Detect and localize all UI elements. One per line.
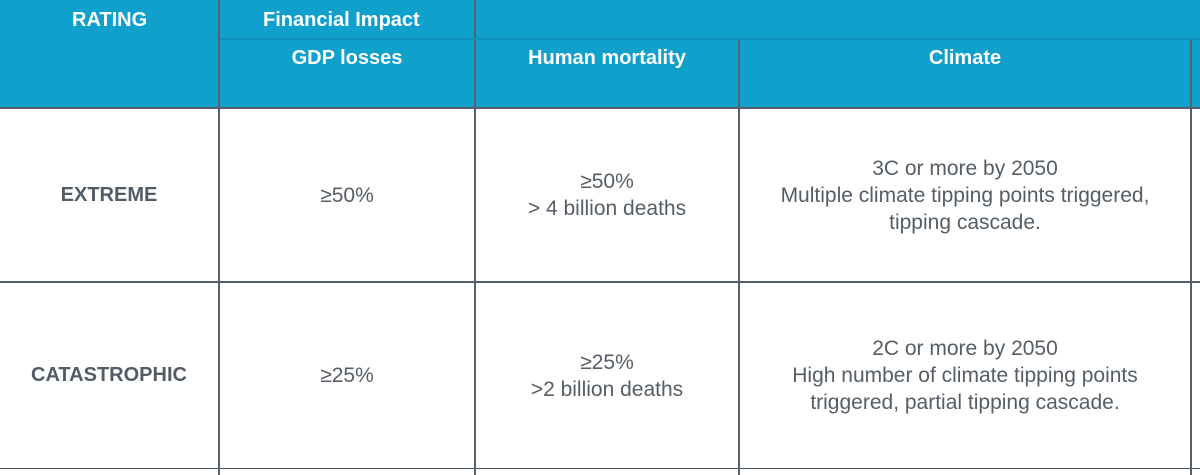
header-climate-cell: Climate xyxy=(740,40,1190,107)
row-catastrophic-rating-cell: CATASTROPHIC xyxy=(0,283,218,468)
row-extreme-climate-line-2: Multiple climate tipping points triggere… xyxy=(780,183,1150,207)
row-extreme-rating-cell: EXTREME xyxy=(0,109,218,281)
row-catastrophic-climate-line-3: triggered, partial tipping cascade. xyxy=(810,391,1120,414)
row-extreme-rating: EXTREME xyxy=(60,183,158,206)
grid-line-header-divider xyxy=(220,38,1200,40)
row-extreme-mortality-percent: ≥50% xyxy=(580,170,634,193)
row-catastrophic-mortality-percent: ≥25% xyxy=(580,350,634,374)
row-catastrophic-mortality-cell: ≥25% >2 billion deaths xyxy=(476,283,738,468)
grid-line-col-4 xyxy=(1190,40,1192,475)
header-rating-cell: RATING xyxy=(0,0,218,107)
row-catastrophic-climate-line-1: 2C or more by 2050 xyxy=(872,337,1058,360)
header-financial-impact-label: Financial Impact xyxy=(263,9,420,31)
header-human-mortality-cell: Human mortality xyxy=(476,40,738,107)
grid-line-col-3 xyxy=(738,40,740,475)
row-extreme-gdp: ≥50% xyxy=(320,183,374,207)
row-catastrophic-climate-cell: 2C or more by 2050 High number of climat… xyxy=(740,283,1190,468)
row-catastrophic-gdp-cell: ≥25% xyxy=(220,283,474,468)
row-catastrophic-climate-line-2: High number of climate tipping points xyxy=(792,364,1138,387)
grid-line-header-bottom xyxy=(0,107,1200,109)
header-rating-label: RATING xyxy=(72,9,148,31)
grid-line-col-2 xyxy=(474,0,476,475)
header-gdp-losses-cell: GDP losses xyxy=(220,40,474,107)
row-catastrophic-gdp: ≥25% xyxy=(320,364,374,387)
row-extreme-climate-cell: 3C or more by 2050 Multiple climate tipp… xyxy=(740,109,1190,281)
header-climate-label: Climate xyxy=(928,47,1002,69)
header-financial-impact-cell: Financial Impact xyxy=(220,0,474,38)
row-extreme-climate-line-3: tipping cascade. xyxy=(889,210,1041,234)
row-extreme-climate-line-1: 3C or more by 2050 xyxy=(872,156,1058,180)
row-extreme-gdp-cell: ≥50% xyxy=(220,109,474,281)
row-catastrophic-rating: CATASTROPHIC xyxy=(31,364,187,386)
grid-line-col-1 xyxy=(218,0,220,475)
grid-line-row-2-bottom xyxy=(0,468,1200,469)
header-right-edge-cell xyxy=(1192,40,1200,107)
row-extreme-mortality-deaths: > 4 billion deaths xyxy=(527,197,687,220)
row-extreme-mortality-cell: ≥50% > 4 billion deaths xyxy=(476,109,738,281)
row-catastrophic-mortality-deaths: >2 billion deaths xyxy=(530,377,684,401)
header-human-mortality-label: Human mortality xyxy=(528,47,686,69)
header-top-right-cell xyxy=(476,0,1200,38)
grid-line-row-1-bottom xyxy=(0,281,1200,283)
header-gdp-losses-label: GDP losses xyxy=(291,47,403,69)
